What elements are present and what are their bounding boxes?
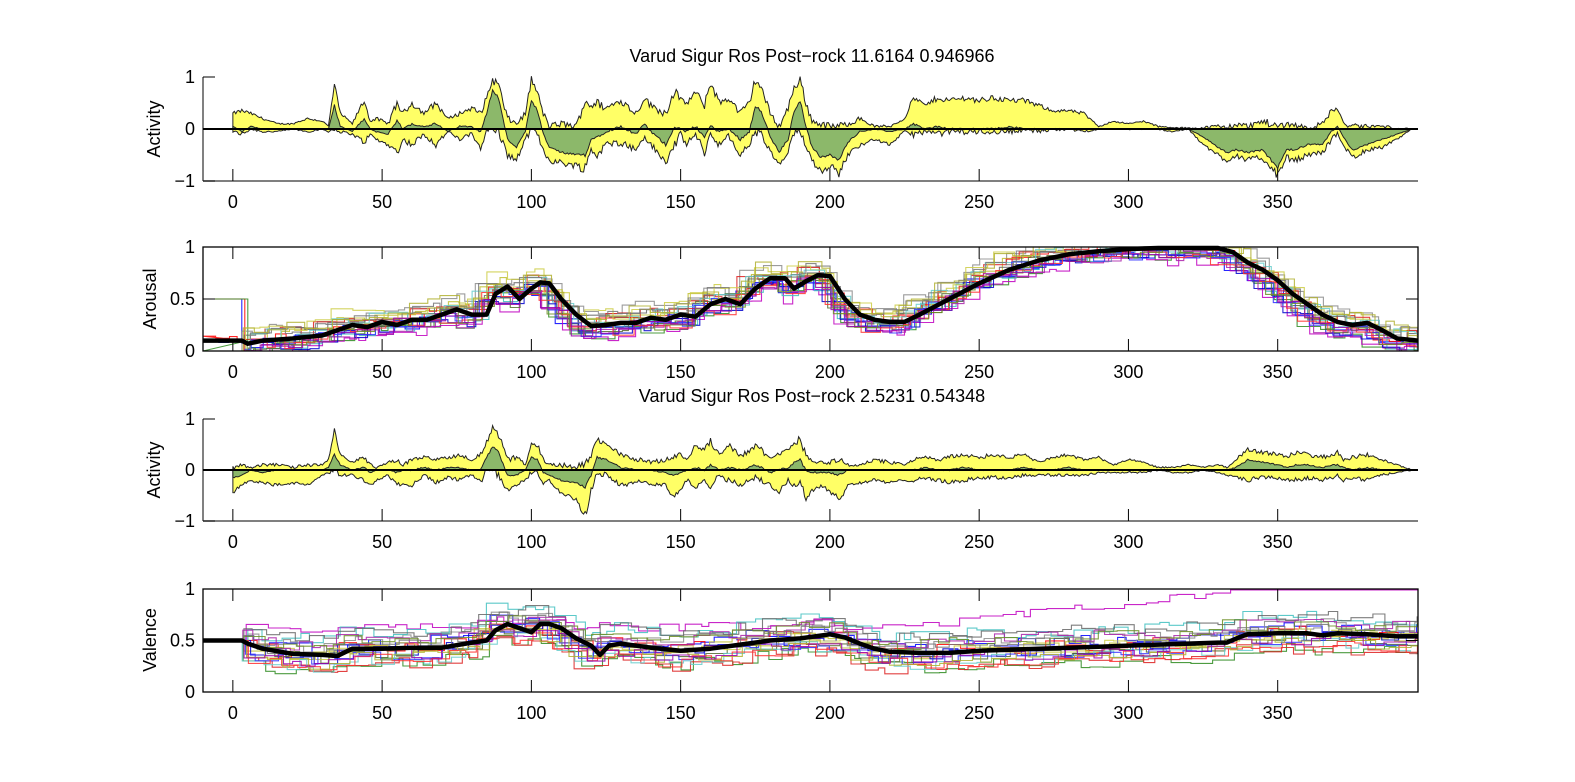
activity-top-ytick-label: −1 — [174, 171, 195, 191]
arousal-rater-line — [203, 246, 1418, 352]
arousal-marks — [202, 245, 1419, 352]
activity-bottom-ytick-label: 0 — [185, 460, 195, 480]
valence-xtick-label: 250 — [964, 703, 994, 723]
arousal-ytick-label: 0 — [185, 341, 195, 361]
arousal-xtick-label: 50 — [372, 362, 392, 382]
arousal-panel: Arousal 0 0.5 1 0 50 100 150 200 250 300 350 — [140, 237, 1419, 382]
valence-panel: Valence 0 0.5 1 0 50 100 150 200 250 300 350 — [140, 579, 1419, 723]
arousal-rater-line — [203, 246, 1418, 352]
arousal-ytick-label: 1 — [185, 237, 195, 257]
valence-xtick-label: 0 — [228, 703, 238, 723]
activity-top-xtick-label: 0 — [228, 192, 238, 212]
valence-ytick-label: 0 — [185, 682, 195, 702]
arousal-xtick-label: 0 — [228, 362, 238, 382]
valence-xtick-label: 150 — [666, 703, 696, 723]
activity-top-ytick-label: 0 — [185, 119, 195, 139]
mean-valence-line — [203, 621, 1418, 659]
activity-top-xtick-label: 200 — [815, 192, 845, 212]
valence-marks — [203, 589, 1418, 675]
activity-bottom-xtick-label: 300 — [1113, 532, 1143, 552]
arousal-ytick-label: 0.5 — [170, 289, 195, 309]
activity-bottom-ytick-label: 1 — [185, 409, 195, 429]
activity-top-xtick-label: 350 — [1263, 192, 1293, 212]
activity-bottom-xtick-label: 200 — [815, 532, 845, 552]
activity-bottom-title: Varud Sigur Ros Post−rock 2.5231 0.54348 — [639, 386, 985, 406]
activity-bottom-xtick-label: 250 — [964, 532, 994, 552]
activity-bottom-marks — [203, 423, 1418, 515]
arousal-xtick-label: 250 — [964, 362, 994, 382]
valence-xtick-label: 100 — [516, 703, 546, 723]
activity-bottom-xtick-label: 100 — [516, 532, 546, 552]
arousal-axes: 0 0.5 1 0 50 100 150 200 250 300 350 — [170, 237, 1419, 382]
valence-rater-line — [203, 629, 1418, 667]
activity-bottom-axes: −1 0 1 0 50 100 150 200 250 300 350 — [174, 409, 1418, 552]
valence-ytick-label: 1 — [185, 579, 195, 599]
activity-bottom-ytick-label: −1 — [174, 511, 195, 531]
activity-bottom-xtick-label: 350 — [1263, 532, 1293, 552]
activity-top-xtick-label: 250 — [964, 192, 994, 212]
activity-bottom-panel: Varud Sigur Ros Post−rock 2.5231 0.54348… — [144, 386, 1418, 552]
activity-top-axes: −1 0 1 0 50 100 150 200 250 300 350 — [174, 67, 1418, 212]
activity-bottom-xtick-label: 0 — [228, 532, 238, 552]
arousal-xtick-label: 350 — [1263, 362, 1293, 382]
valence-rater-line — [203, 615, 1418, 651]
arousal-xtick-label: 150 — [666, 362, 696, 382]
mean-arousal-line — [203, 245, 1419, 346]
activity-bottom-ylabel: Activity — [144, 441, 164, 498]
activity-bottom-xtick-label: 50 — [372, 532, 392, 552]
arousal-xtick-label: 200 — [815, 362, 845, 382]
activity-top-title: Varud Sigur Ros Post−rock 11.6164 0.9469… — [629, 46, 994, 66]
activity-bottom-xtick-label: 150 — [666, 532, 696, 552]
valence-ytick-label: 0.5 — [170, 631, 195, 651]
activity-top-panel: Varud Sigur Ros Post−rock 11.6164 0.9469… — [144, 46, 1418, 212]
valence-xtick-label: 50 — [372, 703, 392, 723]
activity-top-marks — [203, 76, 1418, 178]
valence-xtick-label: 200 — [815, 703, 845, 723]
valence-rater-line — [203, 614, 1418, 655]
activity-top-xtick-label: 150 — [666, 192, 696, 212]
activity-top-xtick-label: 50 — [372, 192, 392, 212]
arousal-xtick-label: 100 — [516, 362, 546, 382]
valence-ylabel: Valence — [140, 608, 160, 672]
arousal-rater-line — [203, 247, 1418, 352]
arousal-rater-line — [203, 253, 1418, 352]
arousal-ylabel: Arousal — [140, 268, 160, 329]
valence-axes: 0 0.5 1 0 50 100 150 200 250 300 350 — [170, 579, 1419, 723]
valence-xtick-label: 350 — [1263, 703, 1293, 723]
activity-top-ylabel: Activity — [144, 100, 164, 157]
activity-top-ytick-label: 1 — [185, 67, 195, 87]
activity-top-xtick-label: 100 — [516, 192, 546, 212]
arousal-xtick-label: 300 — [1113, 362, 1143, 382]
valence-xtick-label: 300 — [1113, 703, 1143, 723]
valence-rater-line — [203, 589, 1418, 642]
activity-top-xtick-label: 300 — [1113, 192, 1143, 212]
